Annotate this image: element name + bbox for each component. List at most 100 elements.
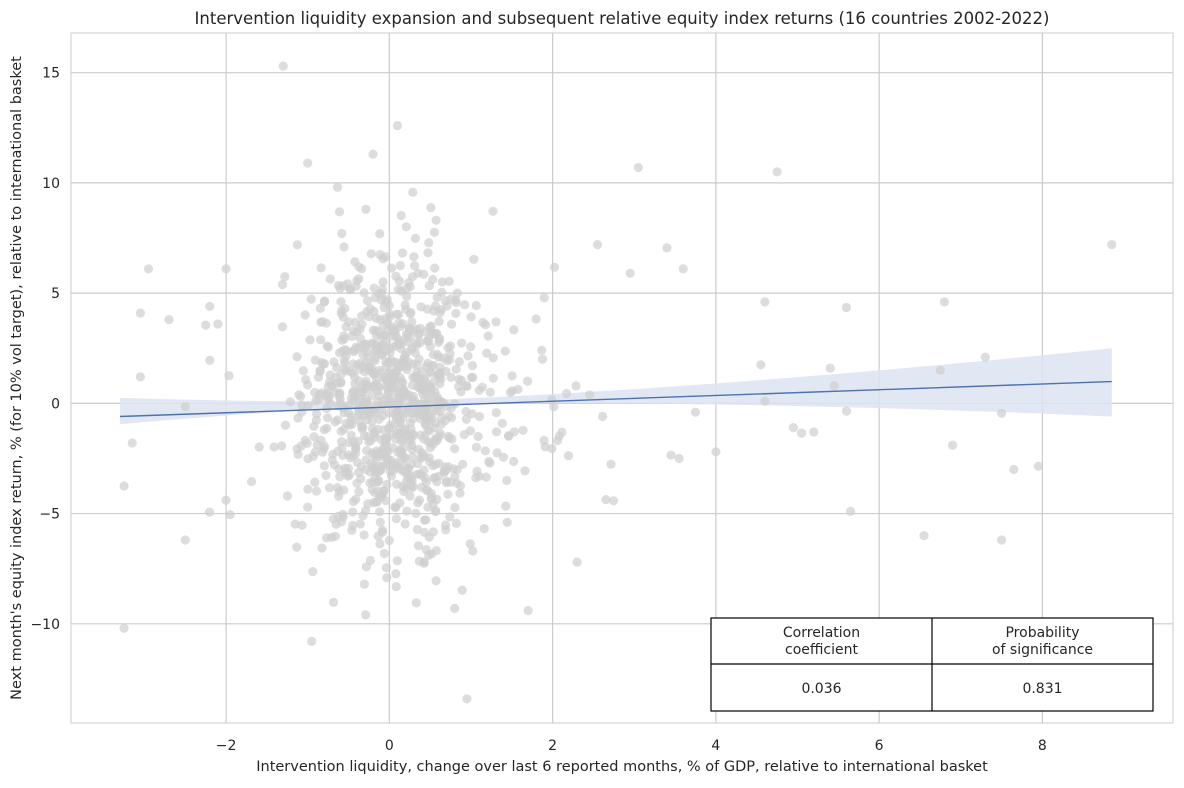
scatter-point (292, 444, 302, 454)
scatter-point (402, 506, 412, 516)
y-tick-label: 5 (51, 286, 60, 302)
scatter-point (484, 456, 494, 467)
scatter-point (471, 300, 481, 311)
scatter-point (760, 297, 770, 307)
scatter-point (426, 203, 436, 213)
scatter-point (474, 385, 484, 395)
scatter-point (408, 187, 418, 197)
scatter-point (312, 409, 322, 419)
scatter-point (563, 451, 574, 461)
scatter-point (441, 525, 451, 535)
scatter-point (557, 427, 567, 437)
scatter-point (424, 334, 434, 344)
scatter-point (180, 402, 190, 412)
y-tick-label: 10 (42, 176, 60, 192)
scatter-point (379, 548, 389, 559)
scatter-point (360, 397, 370, 407)
scatter-point (400, 519, 410, 529)
scatter-point (523, 376, 533, 386)
scatter-point (410, 348, 420, 358)
scatter-point (316, 263, 326, 273)
scatter-point (488, 206, 498, 216)
scatter-point (387, 397, 397, 407)
scatter-point (321, 318, 331, 328)
scatter-point (368, 149, 378, 159)
scatter-point (422, 304, 432, 314)
scatter-point (421, 485, 431, 495)
scatter-point (397, 449, 407, 459)
scatter-point (303, 401, 313, 411)
scatter-point (414, 495, 424, 505)
scatter-point (1107, 240, 1117, 250)
scatter-point (437, 413, 447, 423)
scatter-point (303, 454, 313, 464)
scatter-point (948, 440, 958, 450)
scatter-point (788, 423, 799, 433)
scatter-point (471, 442, 481, 452)
scatter-point (760, 396, 770, 406)
scatter-point (407, 440, 417, 450)
scatter-point (375, 539, 385, 549)
x-tick-label: 0 (385, 738, 394, 754)
scatter-point (371, 375, 381, 385)
scatter-point (935, 365, 946, 375)
scatter-point (331, 519, 341, 530)
scatter-point (394, 276, 405, 286)
scatter-point (419, 434, 429, 444)
scatter-point (462, 694, 472, 704)
scatter-point (469, 254, 479, 264)
scatter-point (318, 447, 328, 457)
scatter-point (323, 413, 333, 423)
scatter-point (436, 396, 446, 406)
scatter-point (396, 210, 406, 221)
scatter-point (205, 301, 215, 311)
scatter-point (690, 407, 701, 417)
scatter-point (391, 514, 401, 524)
scatter-point (997, 408, 1007, 418)
scatter-point (390, 502, 400, 512)
scatter-point (348, 359, 358, 369)
scatter-point (467, 361, 478, 371)
scatter-point (401, 476, 412, 486)
scatter-point (415, 469, 425, 479)
scatter-point (350, 317, 360, 327)
scatter-point (423, 358, 433, 368)
table-header-cell: Correlation (783, 625, 860, 641)
scatter-point (386, 263, 397, 273)
scatter-point (465, 539, 475, 549)
scatter-point (601, 495, 611, 505)
scatter-point (201, 320, 211, 330)
scatter-point (478, 317, 488, 328)
scatter-point (355, 324, 365, 334)
scatter-point (397, 388, 408, 398)
scatter-point (361, 204, 371, 214)
scatter-point (374, 391, 385, 401)
scatter-point (334, 491, 344, 501)
y-tick-label: −10 (30, 617, 60, 633)
scatter-point (393, 309, 404, 320)
scatter-point (424, 453, 434, 463)
scatter-point (439, 466, 449, 476)
scatter-point (414, 444, 424, 454)
scatter-point (164, 315, 174, 325)
scatter-point (346, 430, 356, 440)
scatter-point (332, 182, 343, 192)
scatter-point (409, 252, 419, 262)
scatter-point (458, 459, 468, 469)
scatter-point (329, 357, 339, 367)
scatter-point (797, 428, 807, 438)
regression-line (119, 380, 1112, 418)
scatter-point (518, 425, 528, 435)
scatter-point (434, 337, 444, 347)
scatter-point (523, 606, 533, 616)
y-axis-label: Next month's equity index return, % (for… (9, 56, 25, 700)
scatter-point (448, 464, 458, 474)
scatter-point (509, 456, 519, 467)
scatter-point (432, 494, 442, 504)
scatter-point (468, 372, 478, 382)
scatter-point (391, 569, 401, 579)
scatter-point (412, 360, 422, 370)
scatter-point (424, 550, 434, 560)
scatter-point (446, 477, 456, 487)
scatter-point (547, 443, 557, 454)
